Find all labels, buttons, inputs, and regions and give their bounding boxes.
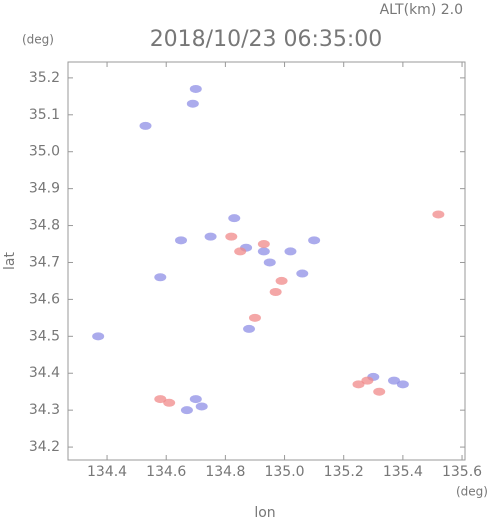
y-tick-label: 34.8 xyxy=(29,218,60,234)
echo-point xyxy=(275,276,288,285)
echo-point xyxy=(204,232,217,241)
y-tick-label: 35.0 xyxy=(29,144,60,160)
y-tick-label: 34.2 xyxy=(29,439,60,455)
echo-point xyxy=(189,395,202,404)
y-tick-label: 34.3 xyxy=(29,402,60,418)
y-tick-label: 35.2 xyxy=(29,70,60,86)
y-tick-label: 34.5 xyxy=(29,328,60,344)
echo-point xyxy=(263,258,276,267)
x-tick-label: 135.4 xyxy=(383,464,423,480)
echo-point xyxy=(154,395,167,404)
echo-point xyxy=(195,402,208,411)
y-tick-label: 34.6 xyxy=(29,291,60,307)
echo-point xyxy=(234,247,247,256)
y-tick-label: 34.9 xyxy=(29,181,60,197)
x-tick-label: 134.6 xyxy=(146,464,186,480)
x-axis-label: lon xyxy=(254,505,275,521)
echo-point xyxy=(186,99,199,108)
echo-point xyxy=(257,247,270,256)
echo-point xyxy=(189,84,202,93)
x-tick-label: 134.8 xyxy=(205,464,245,480)
y-tick-label: 34.7 xyxy=(29,254,60,270)
echo-point xyxy=(396,380,409,389)
echo-point xyxy=(361,376,374,385)
echo-point xyxy=(257,240,270,249)
echo-point xyxy=(154,273,167,282)
x-unit: (deg) xyxy=(456,485,488,499)
chart-subtitle: ALT(km) 2.0 xyxy=(380,2,463,18)
x-tick-label: 134.4 xyxy=(87,464,127,480)
echo-point xyxy=(269,288,282,297)
x-tick-label: 135.0 xyxy=(264,464,304,480)
echo-point xyxy=(180,406,193,415)
echo-point xyxy=(388,376,401,385)
echo-point xyxy=(296,269,309,278)
echo-point xyxy=(432,210,445,219)
echo-point xyxy=(248,313,261,322)
echo-point xyxy=(228,214,241,223)
echo-point xyxy=(175,236,188,245)
x-tick-label: 135.6 xyxy=(442,464,482,480)
y-axis-label: lat xyxy=(2,252,18,270)
echo-point xyxy=(284,247,297,256)
echo-point xyxy=(243,324,256,333)
x-tick-label: 135.2 xyxy=(324,464,364,480)
echo-point xyxy=(373,387,386,396)
echo-point xyxy=(92,332,105,341)
chart-title: 2018/10/23 06:35:00 xyxy=(150,27,383,52)
echo-point xyxy=(352,380,365,389)
y-tick-label: 35.1 xyxy=(29,107,60,123)
echo-point xyxy=(225,232,238,241)
echo-point xyxy=(308,236,321,245)
echo-point xyxy=(163,398,176,407)
plot-frame xyxy=(67,61,466,461)
y-tick-label: 34.4 xyxy=(29,365,60,381)
y-unit: (deg) xyxy=(22,33,54,47)
echo-point xyxy=(139,121,152,130)
